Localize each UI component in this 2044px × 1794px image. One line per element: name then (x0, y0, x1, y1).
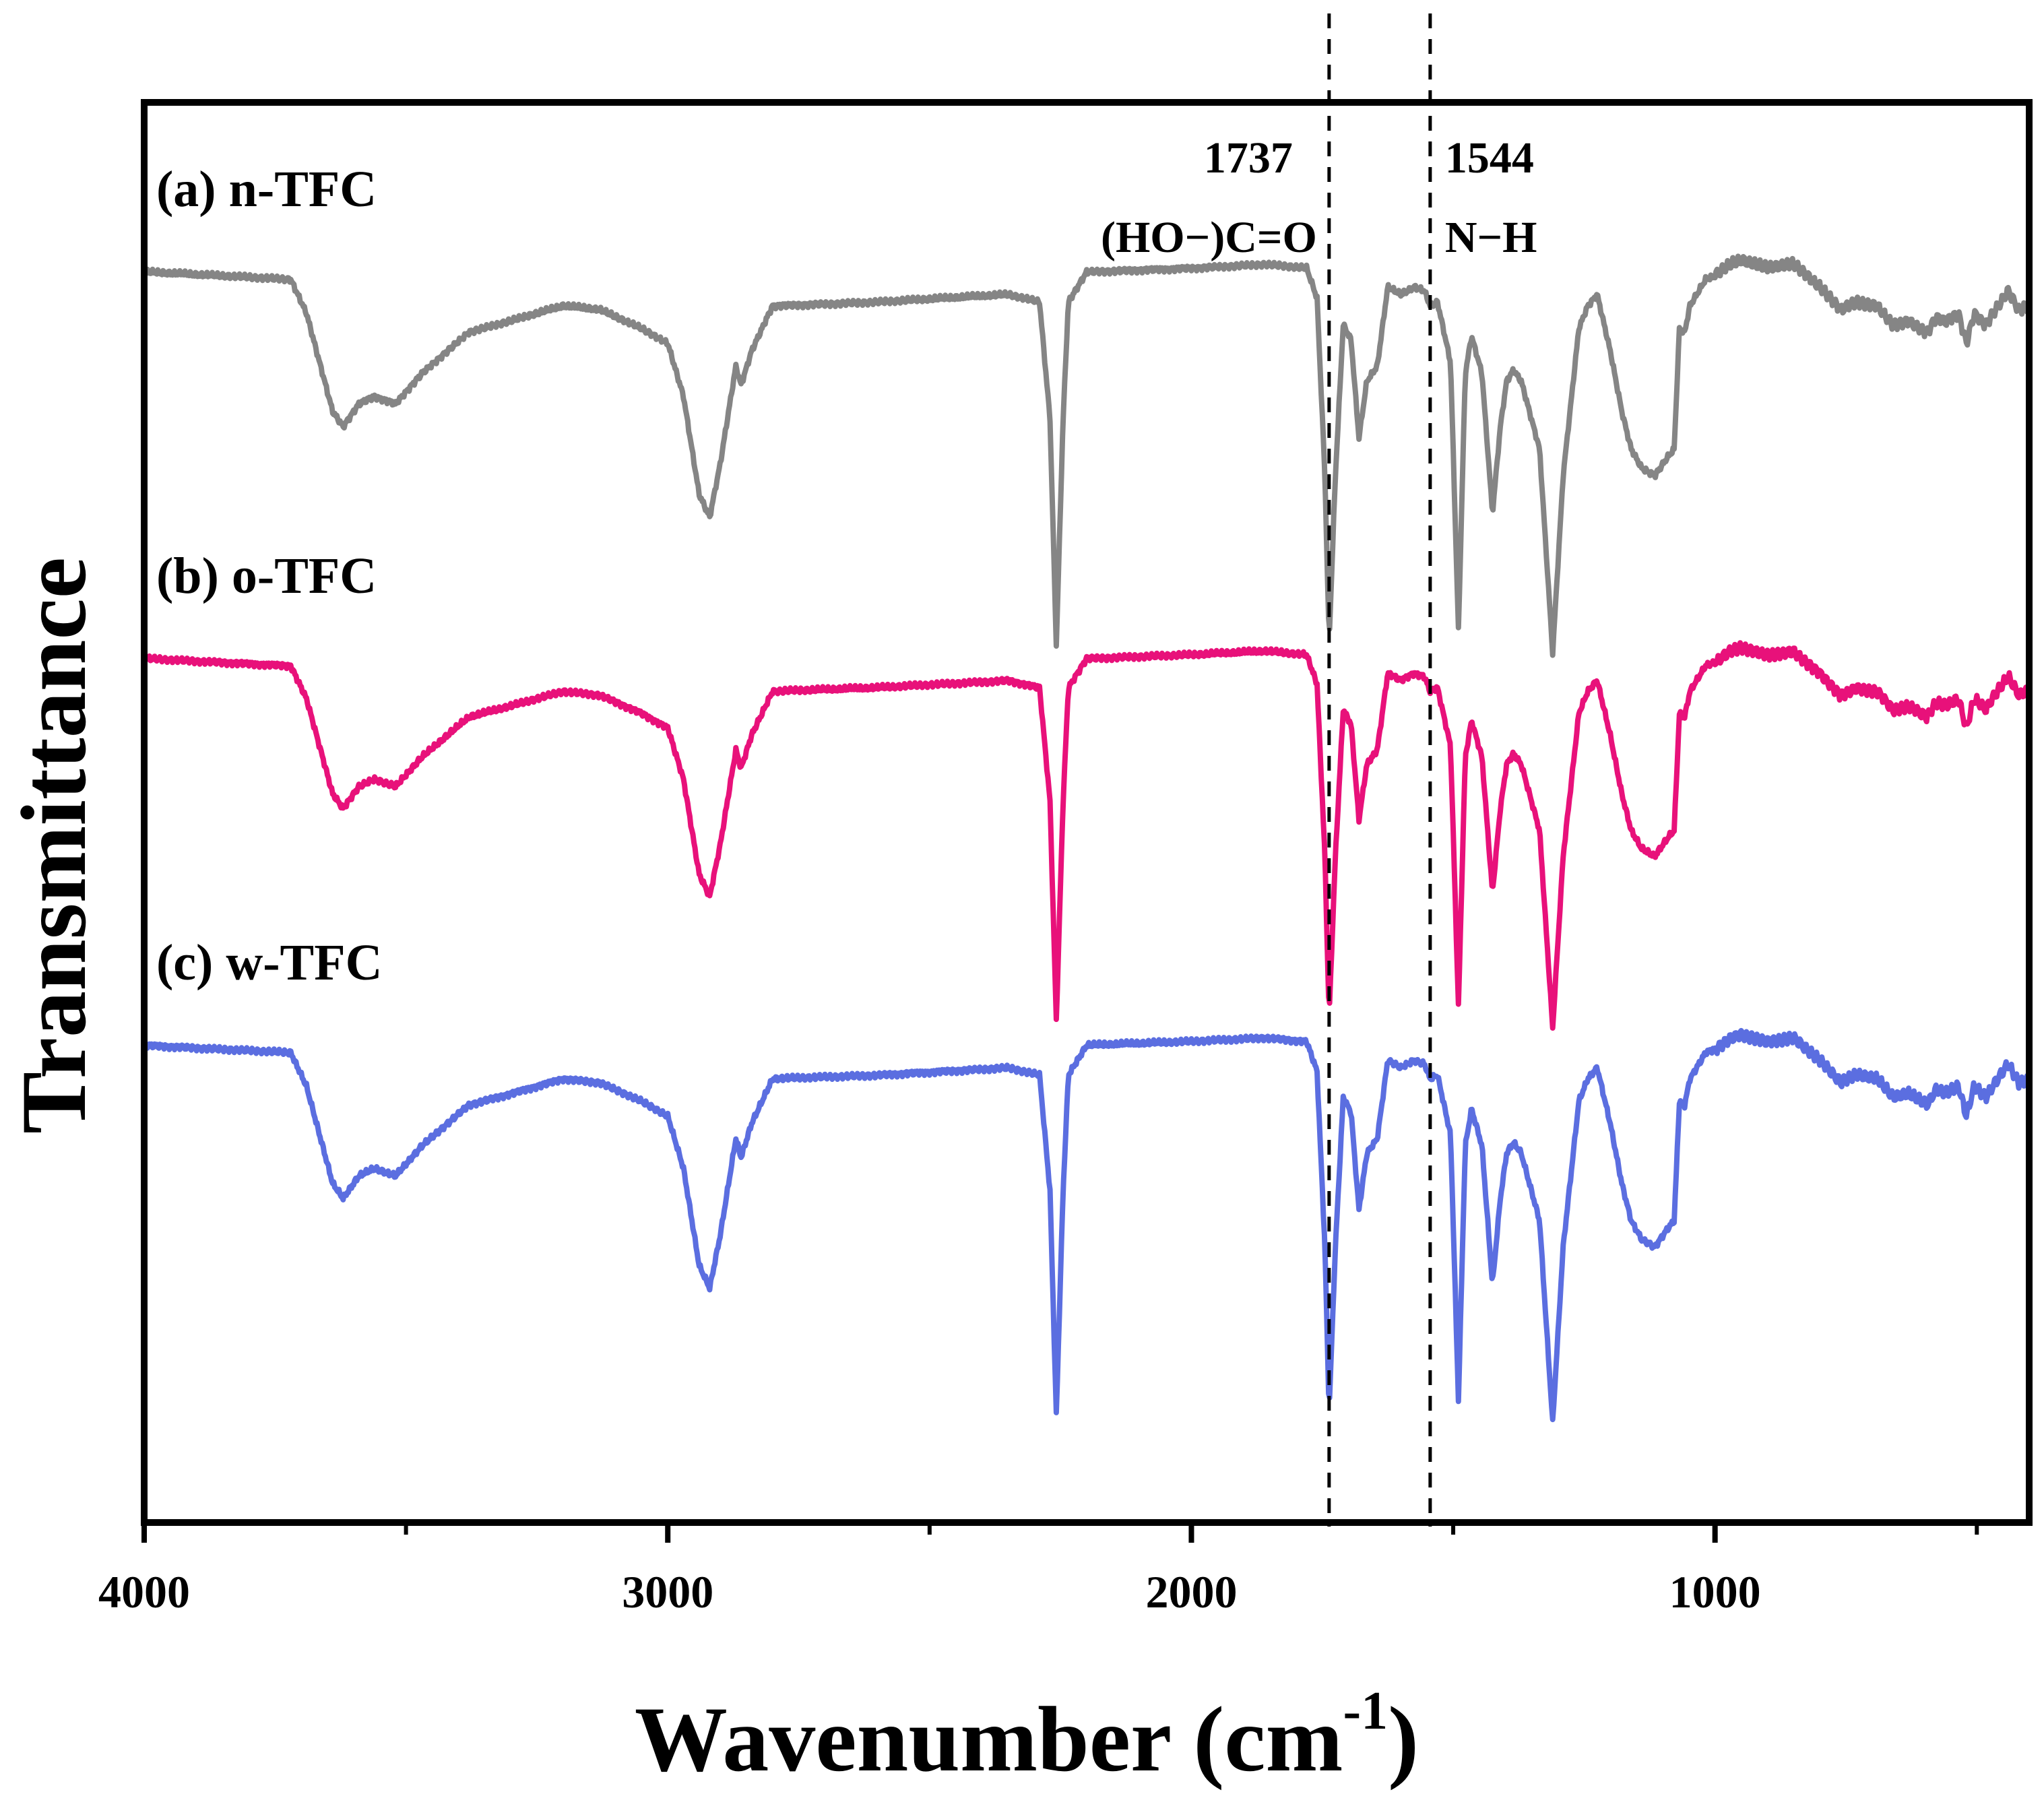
reference-lines (1327, 13, 1432, 1527)
x-axis-title-close: ) (1388, 1688, 1419, 1791)
series-label-1: (a) n-TFC (156, 161, 377, 218)
reference-annotations: 1737 (HO−)C=O 1544 N−H (1101, 133, 1537, 262)
x-tick-label-2000: 2000 (1145, 1566, 1237, 1617)
y-axis-title: Transmittance (2, 557, 105, 1134)
x-tick-label-4000: 4000 (98, 1566, 190, 1617)
annotation-group-1544: N−H (1445, 213, 1537, 262)
series-labels: (a) n-TFC (b) o-TFC (c) w-TFC (156, 161, 383, 991)
annotation-wavenumber-1737: 1737 (1204, 133, 1293, 183)
series-line-3 (142, 1027, 2032, 1423)
x-axis-title-superscript: -1 (1343, 1681, 1388, 1741)
x-axis-tick-labels: 4000 3000 2000 1000 (98, 1566, 1761, 1617)
x-axis-ticks (141, 1523, 1979, 1543)
x-axis-title: Wavenumber (cm-1) (635, 1681, 1419, 1791)
series-line-1 (141, 253, 2032, 658)
x-tick-label-3000: 3000 (622, 1566, 713, 1617)
series-line-2 (141, 640, 2031, 1031)
plot-frame (141, 99, 2033, 1526)
x-axis-title-main: Wavenumber (cm (635, 1688, 1343, 1791)
annotation-wavenumber-1544: 1544 (1445, 133, 1534, 183)
spectrum-traces (141, 253, 2032, 1423)
series-label-2: (b) o-TFC (156, 548, 377, 604)
series-label-3: (c) w-TFC (156, 934, 383, 991)
annotation-group-1737: (HO−)C=O (1101, 213, 1317, 262)
x-tick-label-1000: 1000 (1669, 1566, 1761, 1617)
